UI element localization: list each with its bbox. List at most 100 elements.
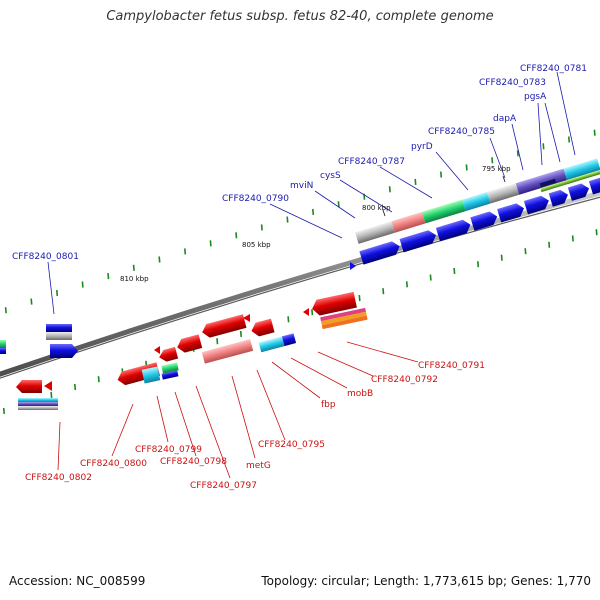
gene-label[interactable]: CFF8240_0792 [371,375,438,385]
leader-line [314,190,356,219]
gene-label[interactable]: CFF8240_0799 [135,445,202,455]
cog-block [320,311,367,326]
reverse-gene-arrow [312,291,357,316]
tick-label: 795 kbp [482,165,511,173]
tick-dash [239,330,242,337]
tick-dash [50,391,53,398]
gene-label[interactable]: mobB [347,389,373,399]
leader-line [317,351,374,377]
tick-row-inner [2,229,598,414]
leader-line [47,261,55,315]
gene-label[interactable]: CFF8240_0790 [222,194,289,204]
reverse-gene-arrow-small [303,308,309,316]
cog-block [421,199,466,224]
cog-block [321,315,368,330]
leader-line [271,361,321,399]
gene-label[interactable]: CFF8240_0785 [428,127,495,137]
accession-text: Accession: NC_008599 [9,574,146,588]
gene-label[interactable]: fbp [321,400,336,410]
gene-label[interactable]: CFF8240_0783 [479,78,546,88]
leader-line [290,357,348,389]
cog-block-dark [539,178,557,188]
leader-line [346,341,419,363]
tick-mark [502,175,506,183]
cog-block [0,340,6,348]
tick-dash [30,298,33,305]
gene-label[interactable]: CFF8240_0801 [12,252,79,262]
tick-dash [97,376,100,383]
leader-line [111,403,134,457]
leader-line [57,421,61,471]
tick-dash [595,229,598,236]
cog-block [141,366,161,384]
leader-line [231,375,256,459]
tick-mark [382,209,386,217]
gene-label[interactable]: CFF8240_0781 [520,64,587,74]
tick-dash [382,288,385,295]
leader-line [556,71,576,156]
tick-dash [465,164,468,171]
leader-line [544,102,561,163]
tick-dash [548,241,551,248]
tick-label: 810 kbp [120,275,149,283]
reverse-gene-arrow [202,314,247,338]
gene-label[interactable]: dapA [493,114,517,124]
tick-dash [74,383,77,391]
reverse-gene-arrow [16,380,42,393]
reverse-gene-arrow [159,346,179,362]
cog-block [320,307,366,322]
cog-block [18,398,58,402]
tick-dash [568,136,571,143]
tick-dash [593,129,596,136]
cog-block [567,169,600,184]
forward-gene-arrow [435,219,471,242]
forward-gene-arrow [567,183,590,201]
cog-block [161,362,179,374]
tick-dash [388,186,391,193]
reverse-gene-labels: CFF8240_0791 CFF8240_0792 mobB fbp CFF82… [25,361,485,491]
gene-label[interactable]: pyrD [411,142,433,152]
gene-label[interactable]: pgsA [524,92,547,102]
tick-row-outer [4,129,596,314]
tick-dash [158,256,161,263]
gene-label[interactable]: CFF8240_0791 [418,361,485,371]
forward-gene-arrow [497,203,525,223]
tick-dash [500,254,503,261]
leader-line [256,369,286,441]
gene-label[interactable]: CFF8240_0797 [190,481,257,491]
tick-dash [491,157,494,164]
reverse-gene-arrow [177,334,203,353]
cog-block [515,168,568,195]
gene-label[interactable]: CFF8240_0795 [258,440,325,450]
tick-dash [184,248,187,255]
leader-line [339,179,393,213]
cog-block [563,158,600,181]
cog-block [161,370,179,380]
leader-line [511,123,524,171]
map-title: Campylobacter fetus subsp. fetus 82-40, … [106,9,494,24]
cog-block [0,348,6,354]
gene-label[interactable]: CFF8240_0798 [160,457,227,467]
tick-label: 805 kbp [242,241,271,249]
forward-gene-cluster [350,158,600,270]
tick-dash [414,178,417,185]
forward-gene-arrow [523,195,549,215]
reverse-gene-arrow-small [154,346,160,354]
gene-label[interactable]: CFF8240_0787 [338,157,405,167]
tick-dash [312,208,315,215]
gene-label[interactable]: mviN [290,181,313,191]
gene-label[interactable]: cysS [320,171,341,181]
forward-gene-arrow [470,211,498,231]
label-leader-lines [47,71,576,479]
gene-label[interactable]: metG [246,461,271,471]
forward-gene-labels: CFF8240_0781 CFF8240_0783 pgsA dapA CFF8… [12,64,587,262]
leader-line [195,385,231,479]
leader-line [537,102,543,166]
forward-gene-arrow-small [350,262,356,270]
gene-label[interactable]: CFF8240_0800 [80,459,147,469]
cog-block [487,183,520,204]
cog-block [258,336,285,353]
tick-dash [286,216,289,223]
gene-label[interactable]: CFF8240_0802 [25,473,92,483]
